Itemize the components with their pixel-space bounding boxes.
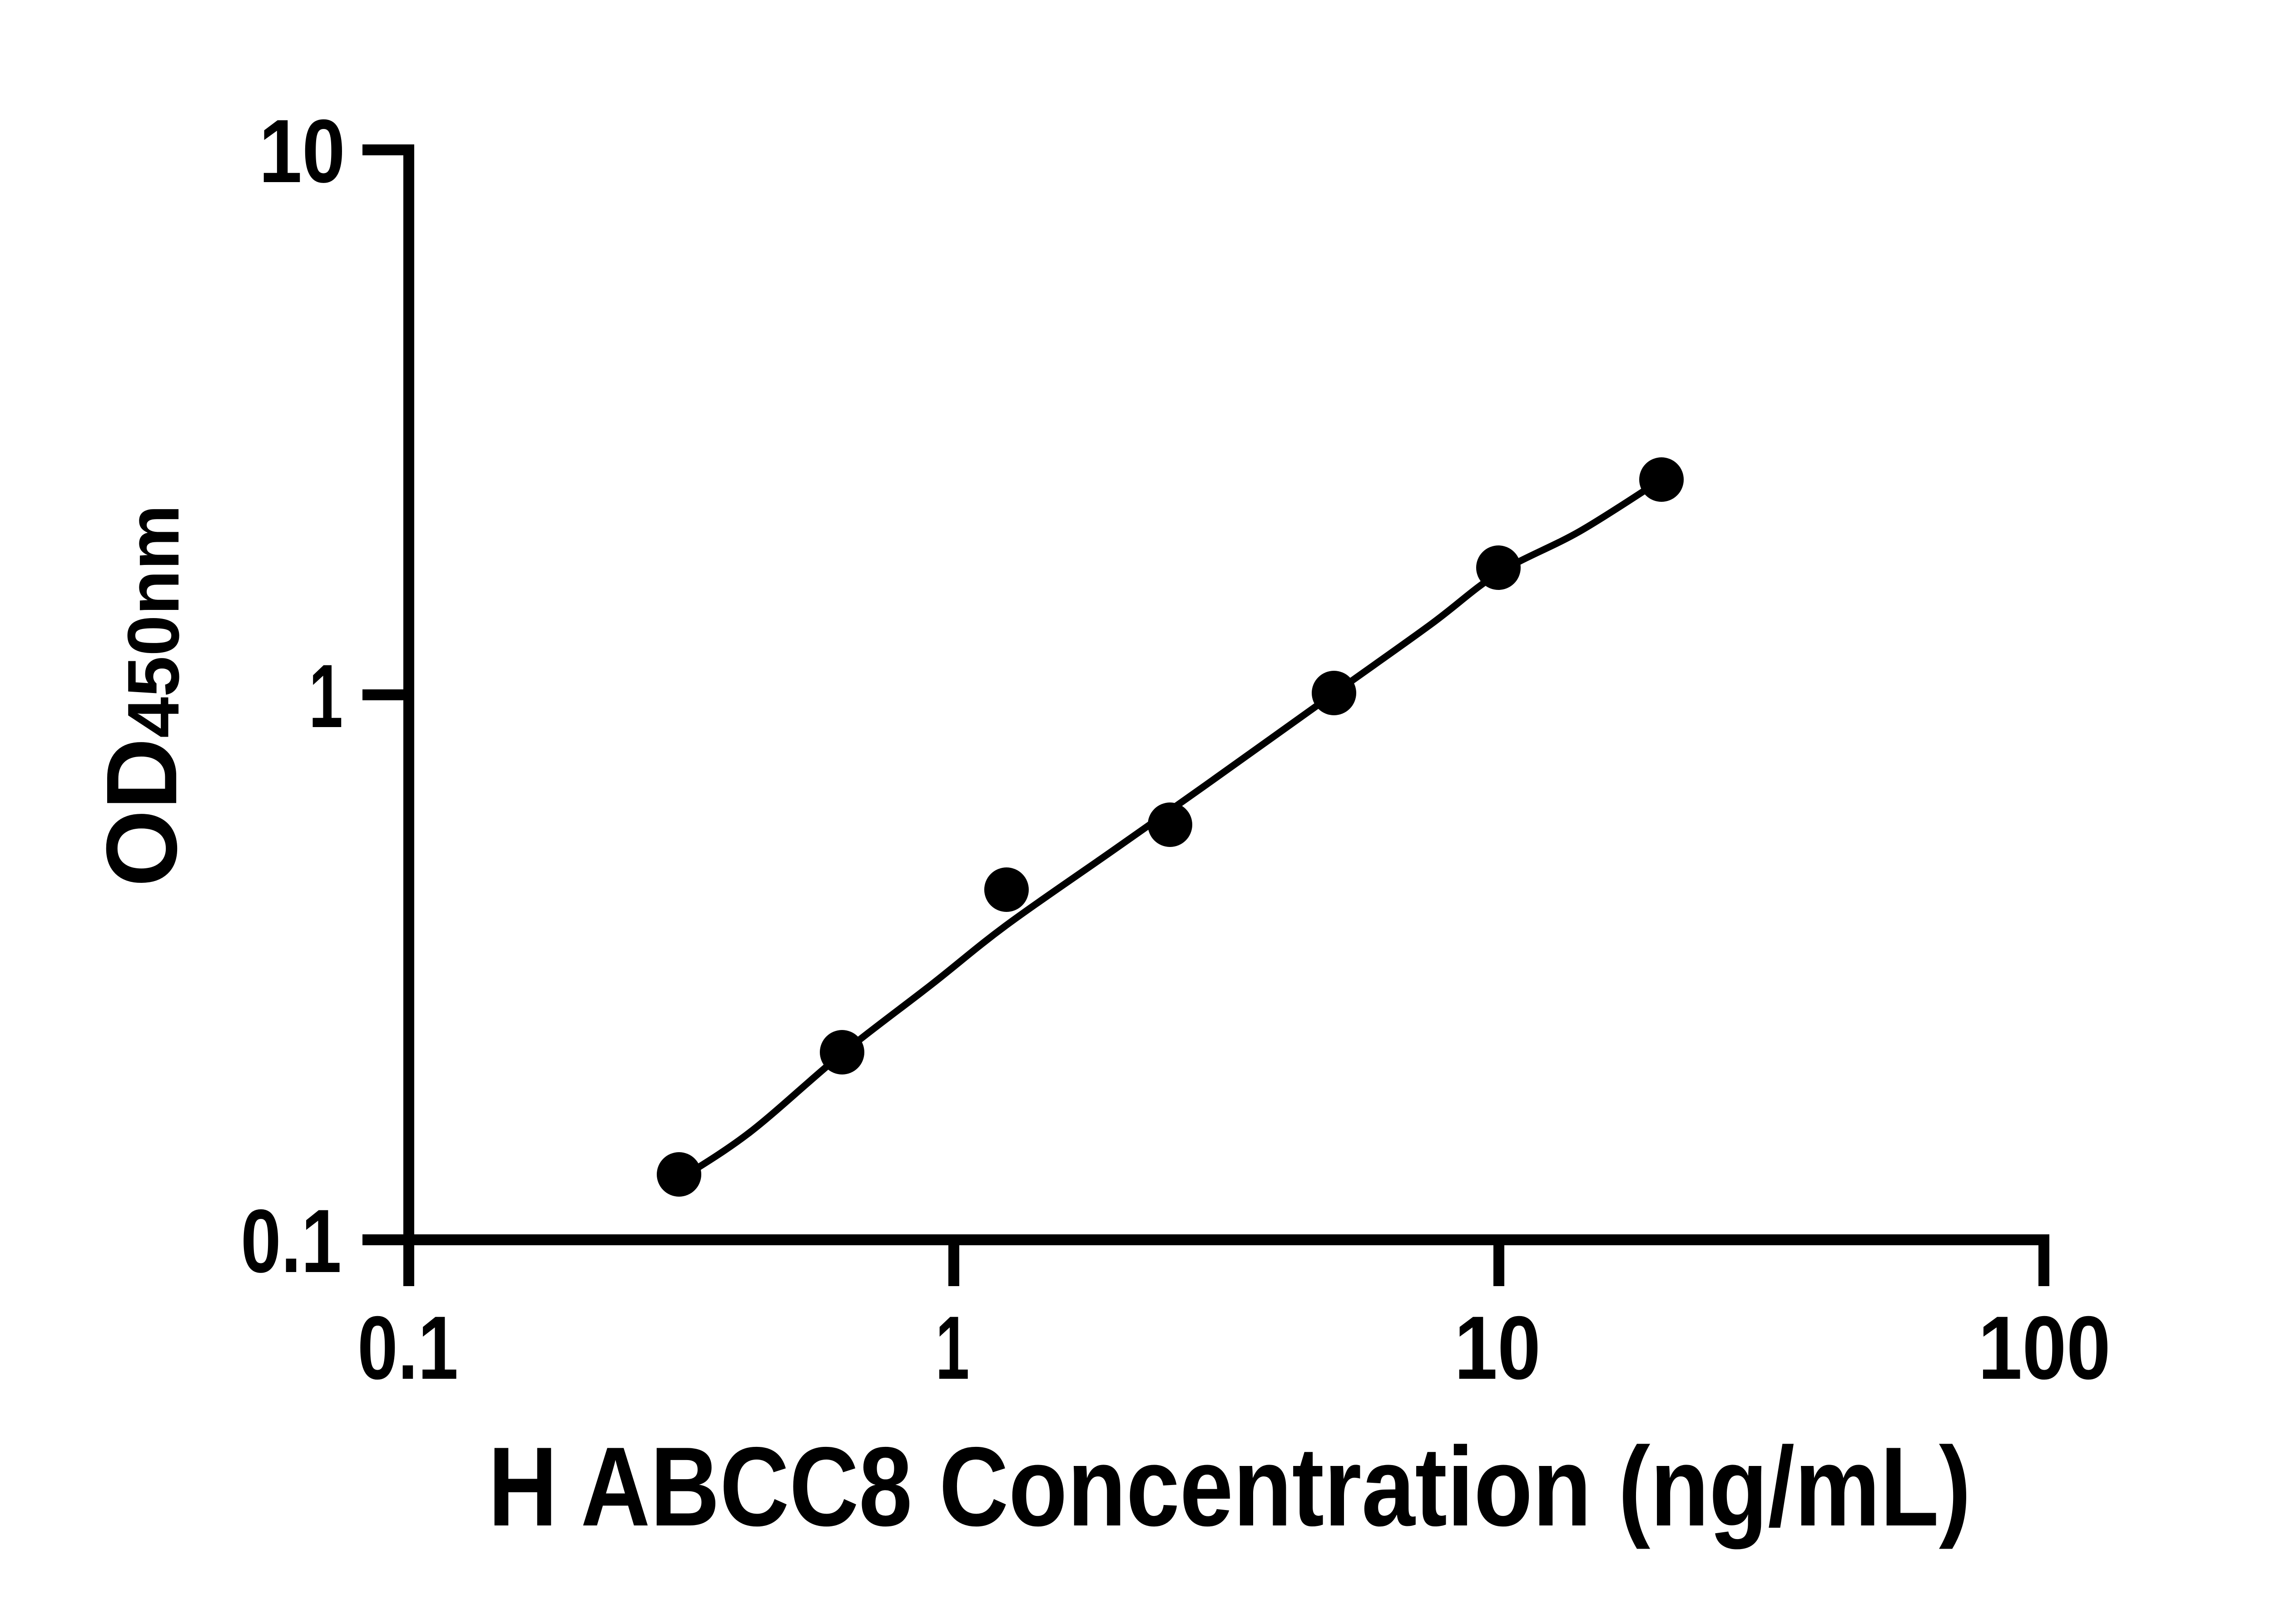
svg-text:100: 100 xyxy=(1978,1297,2111,1398)
svg-text:10: 10 xyxy=(259,101,345,201)
svg-text:10: 10 xyxy=(1454,1297,1541,1398)
svg-text:0.1: 0.1 xyxy=(241,1191,342,1291)
svg-text:H ABCC8 Concentration (ng/mL): H ABCC8 Concentration (ng/mL) xyxy=(488,1423,1971,1550)
svg-text:1: 1 xyxy=(936,1297,970,1398)
svg-text:OD450nm: OD450nm xyxy=(85,505,198,887)
svg-text:1: 1 xyxy=(309,646,343,746)
svg-text:0.1: 0.1 xyxy=(357,1297,458,1398)
